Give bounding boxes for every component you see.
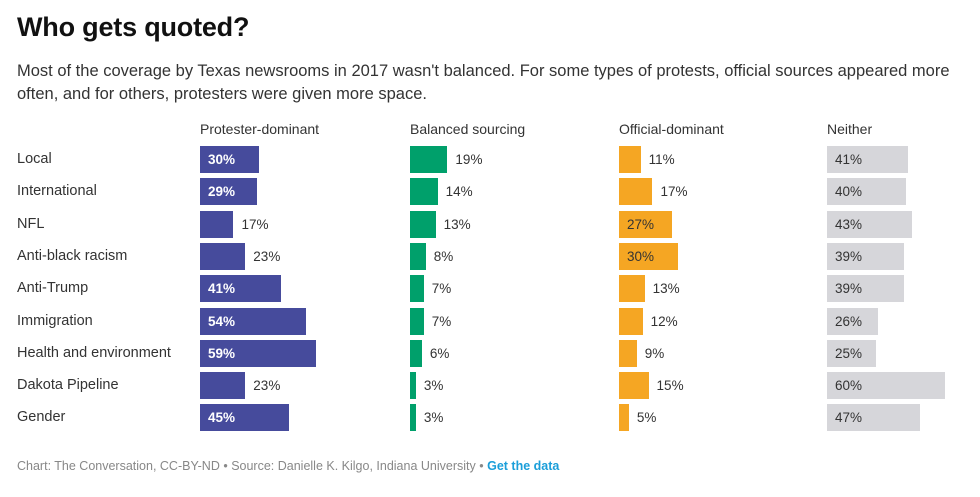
- chart-footer: Chart: The Conversation, CC-BY-ND • Sour…: [17, 459, 559, 473]
- data-label: 19%: [455, 152, 483, 167]
- bar-protester-dominant: [200, 372, 246, 400]
- data-source: Source: Danielle K. Kilgo, Indiana Unive…: [231, 459, 476, 473]
- data-label: 13%: [652, 281, 680, 297]
- data-label: 25%: [835, 345, 863, 361]
- bar-balanced-sourcing: [410, 404, 416, 432]
- bar-neither: [827, 372, 946, 400]
- bar-official-dominant: [619, 404, 629, 432]
- bar-balanced-sourcing: [410, 242, 426, 270]
- bar-balanced-sourcing: [410, 210, 436, 238]
- data-label: 17%: [660, 184, 688, 200]
- bar-balanced-sourcing: [410, 146, 448, 173]
- data-label: 11%: [648, 152, 675, 167]
- footer-separator: •: [475, 459, 488, 473]
- data-label: 41%: [835, 152, 863, 167]
- bar-protester-dominant: [200, 404, 289, 432]
- data-label: 13%: [443, 216, 471, 232]
- bar-neither: [827, 242, 904, 270]
- bar-official-dominant: [619, 339, 637, 367]
- row-label: International: [17, 183, 97, 200]
- bar-protester-dominant: [200, 210, 234, 238]
- row-label: Gender: [17, 409, 66, 426]
- column-header-protester-dominant: Protester-dominant: [200, 121, 320, 137]
- bar-balanced-sourcing: [410, 178, 438, 206]
- data-label: 29%: [208, 184, 236, 200]
- data-label: 15%: [656, 378, 684, 394]
- chart-credit: Chart: The Conversation, CC-BY-ND: [17, 459, 220, 473]
- row-label: Anti-Trump: [17, 280, 89, 297]
- row-label: Health and environment: [17, 344, 171, 361]
- bar-neither: [827, 404, 920, 432]
- data-label: 6%: [429, 345, 450, 361]
- bar-protester-dominant: [200, 146, 260, 173]
- get-the-data-link[interactable]: Get the data: [487, 459, 560, 473]
- data-label: 12%: [650, 313, 678, 329]
- bar-protester-dominant: [200, 275, 281, 303]
- data-label: 3%: [423, 410, 444, 426]
- row-label: Immigration: [17, 312, 93, 329]
- bar-protester-dominant: [200, 339, 317, 367]
- data-label: 9%: [644, 345, 665, 361]
- bar-neither: [827, 275, 904, 303]
- bar-protester-dominant: [200, 242, 246, 270]
- data-label: 39%: [835, 248, 863, 264]
- data-label: 40%: [835, 184, 863, 200]
- data-label: 27%: [627, 216, 655, 232]
- data-label: 7%: [431, 281, 452, 297]
- chart-title: Who gets quoted?: [17, 12, 250, 42]
- data-label: 17%: [241, 216, 269, 232]
- data-label: 23%: [253, 248, 281, 264]
- column-header-neither: Neither: [827, 121, 873, 137]
- row-label: Local: [17, 151, 52, 167]
- bar-official-dominant: [619, 307, 643, 335]
- bar-balanced-sourcing: [410, 339, 422, 367]
- row-label: NFL: [17, 215, 45, 232]
- column-header-balanced-sourcing: Balanced sourcing: [410, 121, 526, 137]
- bar-neither: [827, 210, 912, 238]
- data-label: 23%: [253, 378, 281, 394]
- row-label: Dakota Pipeline: [17, 377, 119, 394]
- data-label: 59%: [208, 345, 236, 361]
- bar-protester-dominant: [200, 178, 258, 206]
- column-header-official-dominant: Official-dominant: [619, 121, 724, 137]
- data-label: 5%: [636, 410, 657, 426]
- data-label: 26%: [835, 313, 863, 329]
- bar-neither: [827, 307, 879, 335]
- data-label: 30%: [208, 152, 236, 167]
- chart-subtitle: Most of the coverage by Texas newsrooms …: [17, 62, 950, 103]
- bar-official-dominant: [619, 372, 649, 400]
- data-label: 60%: [835, 378, 863, 394]
- bar-neither: [827, 146, 908, 173]
- data-label: 7%: [431, 313, 452, 329]
- bar-official-dominant: [619, 242, 679, 270]
- data-label: 8%: [433, 248, 454, 264]
- data-label: 47%: [835, 410, 863, 426]
- bar-chart: Local International NFL Anti-black racism An…: [0, 115, 980, 440]
- bar-official-dominant: [619, 146, 641, 173]
- data-label: 14%: [445, 184, 473, 200]
- data-label: 45%: [208, 410, 236, 426]
- data-label: 41%: [208, 281, 236, 297]
- bar-protester-dominant: [200, 307, 307, 335]
- bar-official-dominant: [619, 210, 673, 238]
- bar-balanced-sourcing: [410, 307, 424, 335]
- bar-neither: [827, 178, 906, 206]
- bar-balanced-sourcing: [410, 275, 424, 303]
- data-label: 30%: [627, 248, 655, 264]
- bar-balanced-sourcing: [410, 372, 416, 400]
- row-label: Anti-black racism: [17, 247, 128, 264]
- data-label: 3%: [423, 378, 444, 394]
- footer-separator: •: [219, 459, 232, 473]
- data-label: 43%: [835, 216, 863, 232]
- data-label: 54%: [208, 313, 236, 329]
- bar-official-dominant: [619, 178, 653, 206]
- data-label: 39%: [835, 281, 863, 297]
- bar-official-dominant: [619, 275, 645, 303]
- bar-neither: [827, 339, 877, 367]
